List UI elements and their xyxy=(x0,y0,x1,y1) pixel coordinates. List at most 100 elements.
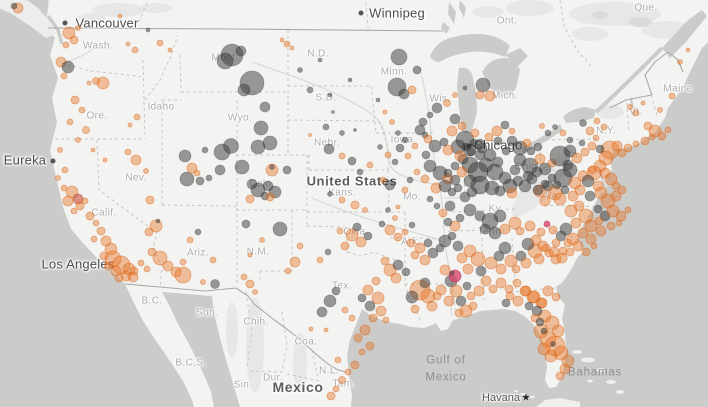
data-bubble[interactable] xyxy=(494,185,506,197)
data-bubble[interactable] xyxy=(585,126,595,136)
data-bubble[interactable] xyxy=(66,118,74,126)
data-bubble[interactable] xyxy=(480,275,492,287)
data-bubble[interactable] xyxy=(131,46,139,54)
data-bubble[interactable] xyxy=(75,137,81,143)
data-bubble[interactable] xyxy=(357,293,367,303)
data-bubble[interactable] xyxy=(78,106,86,114)
data-bubble[interactable] xyxy=(390,48,408,66)
data-bubble[interactable] xyxy=(412,65,422,75)
data-bubble[interactable] xyxy=(245,279,255,289)
data-bubble[interactable] xyxy=(532,184,544,196)
data-bubble[interactable] xyxy=(209,256,217,264)
data-bubble[interactable] xyxy=(61,166,69,174)
data-bubble[interactable] xyxy=(470,128,480,138)
data-bubble[interactable] xyxy=(577,227,589,239)
data-bubble[interactable] xyxy=(475,90,485,100)
data-bubble[interactable] xyxy=(632,109,640,117)
data-bubble[interactable] xyxy=(537,342,551,356)
data-bubble[interactable] xyxy=(62,26,76,40)
data-bubble[interactable] xyxy=(364,300,376,312)
data-bubble[interactable] xyxy=(423,238,433,248)
data-bubble[interactable] xyxy=(75,201,85,211)
data-bubble[interactable] xyxy=(289,256,301,268)
data-bubble[interactable] xyxy=(462,263,474,275)
data-bubble[interactable] xyxy=(414,124,426,136)
data-bubble[interactable] xyxy=(359,324,371,336)
data-bubble[interactable] xyxy=(533,253,545,265)
data-bubble[interactable] xyxy=(395,143,405,153)
data-bubble[interactable] xyxy=(438,179,452,193)
data-bubble[interactable] xyxy=(452,92,458,98)
data-bubble[interactable] xyxy=(511,264,521,274)
data-bubble[interactable] xyxy=(470,251,486,267)
data-bubble[interactable] xyxy=(253,120,269,136)
data-bubble[interactable] xyxy=(323,143,335,155)
data-bubble[interactable] xyxy=(584,219,598,233)
data-bubble[interactable] xyxy=(570,217,582,229)
data-bubble[interactable] xyxy=(210,279,220,289)
data-bubble[interactable] xyxy=(443,99,451,107)
data-bubble[interactable] xyxy=(326,391,336,401)
data-bubble[interactable] xyxy=(143,265,151,273)
data-bubble[interactable] xyxy=(506,187,518,199)
data-bubble[interactable] xyxy=(454,150,466,162)
data-bubble[interactable] xyxy=(457,121,467,131)
data-bubble[interactable] xyxy=(193,169,201,177)
data-bubble[interactable] xyxy=(324,248,332,256)
data-bubble[interactable] xyxy=(624,206,632,214)
data-bubble[interactable] xyxy=(145,27,151,33)
data-bubble[interactable] xyxy=(594,216,604,226)
data-bubble[interactable] xyxy=(581,174,595,188)
data-bubble[interactable] xyxy=(617,148,627,158)
data-bubble[interactable] xyxy=(85,211,95,221)
data-bubble[interactable] xyxy=(548,246,560,258)
data-bubble[interactable] xyxy=(600,123,608,131)
data-bubble[interactable] xyxy=(466,291,476,301)
data-bubble[interactable] xyxy=(327,92,333,98)
data-bubble[interactable] xyxy=(462,281,472,291)
data-bubble[interactable] xyxy=(60,184,68,192)
data-bubble[interactable] xyxy=(125,41,131,47)
data-bubble[interactable] xyxy=(456,166,468,178)
data-bubble[interactable] xyxy=(423,159,437,173)
data-bubble[interactable] xyxy=(455,295,467,307)
data-bubble[interactable] xyxy=(509,164,521,176)
data-bubble[interactable] xyxy=(536,227,546,237)
data-bubble[interactable] xyxy=(331,110,335,114)
data-bubble[interactable] xyxy=(421,150,431,160)
data-bubble[interactable] xyxy=(479,223,491,235)
data-bubble[interactable] xyxy=(551,238,561,248)
data-bubble[interactable] xyxy=(449,113,461,125)
data-bubble[interactable] xyxy=(338,376,346,384)
data-bubble[interactable] xyxy=(145,195,155,205)
data-bubble[interactable] xyxy=(345,228,359,242)
data-bubble[interactable] xyxy=(317,57,323,63)
data-bubble[interactable] xyxy=(350,200,360,210)
data-bubble[interactable] xyxy=(431,102,443,114)
data-bubble[interactable] xyxy=(492,156,504,168)
data-bubble[interactable] xyxy=(411,142,419,150)
data-bubble[interactable] xyxy=(384,224,396,236)
data-bubble[interactable] xyxy=(133,113,141,121)
data-bubble[interactable] xyxy=(259,237,265,243)
data-bubble[interactable] xyxy=(69,35,79,45)
data-bubble[interactable] xyxy=(522,138,532,148)
data-bubble[interactable] xyxy=(404,152,412,160)
data-bubble[interactable] xyxy=(432,291,442,301)
data-bubble[interactable] xyxy=(410,250,420,260)
data-bubble[interactable] xyxy=(90,147,96,153)
data-bubble[interactable] xyxy=(414,242,426,254)
data-bubble[interactable] xyxy=(685,47,691,53)
data-bubble[interactable] xyxy=(382,316,390,324)
data-bubble[interactable] xyxy=(195,176,205,186)
data-bubble[interactable] xyxy=(383,263,397,277)
data-bubble[interactable] xyxy=(200,279,206,285)
data-bubble[interactable] xyxy=(474,138,486,150)
data-bubble[interactable] xyxy=(508,127,516,135)
data-bubble[interactable] xyxy=(99,251,109,261)
data-bubble[interactable] xyxy=(491,125,503,137)
data-bubble[interactable] xyxy=(419,254,431,266)
data-bubble[interactable] xyxy=(323,327,329,333)
data-bubble[interactable] xyxy=(526,146,536,156)
data-bubble[interactable] xyxy=(566,136,574,144)
